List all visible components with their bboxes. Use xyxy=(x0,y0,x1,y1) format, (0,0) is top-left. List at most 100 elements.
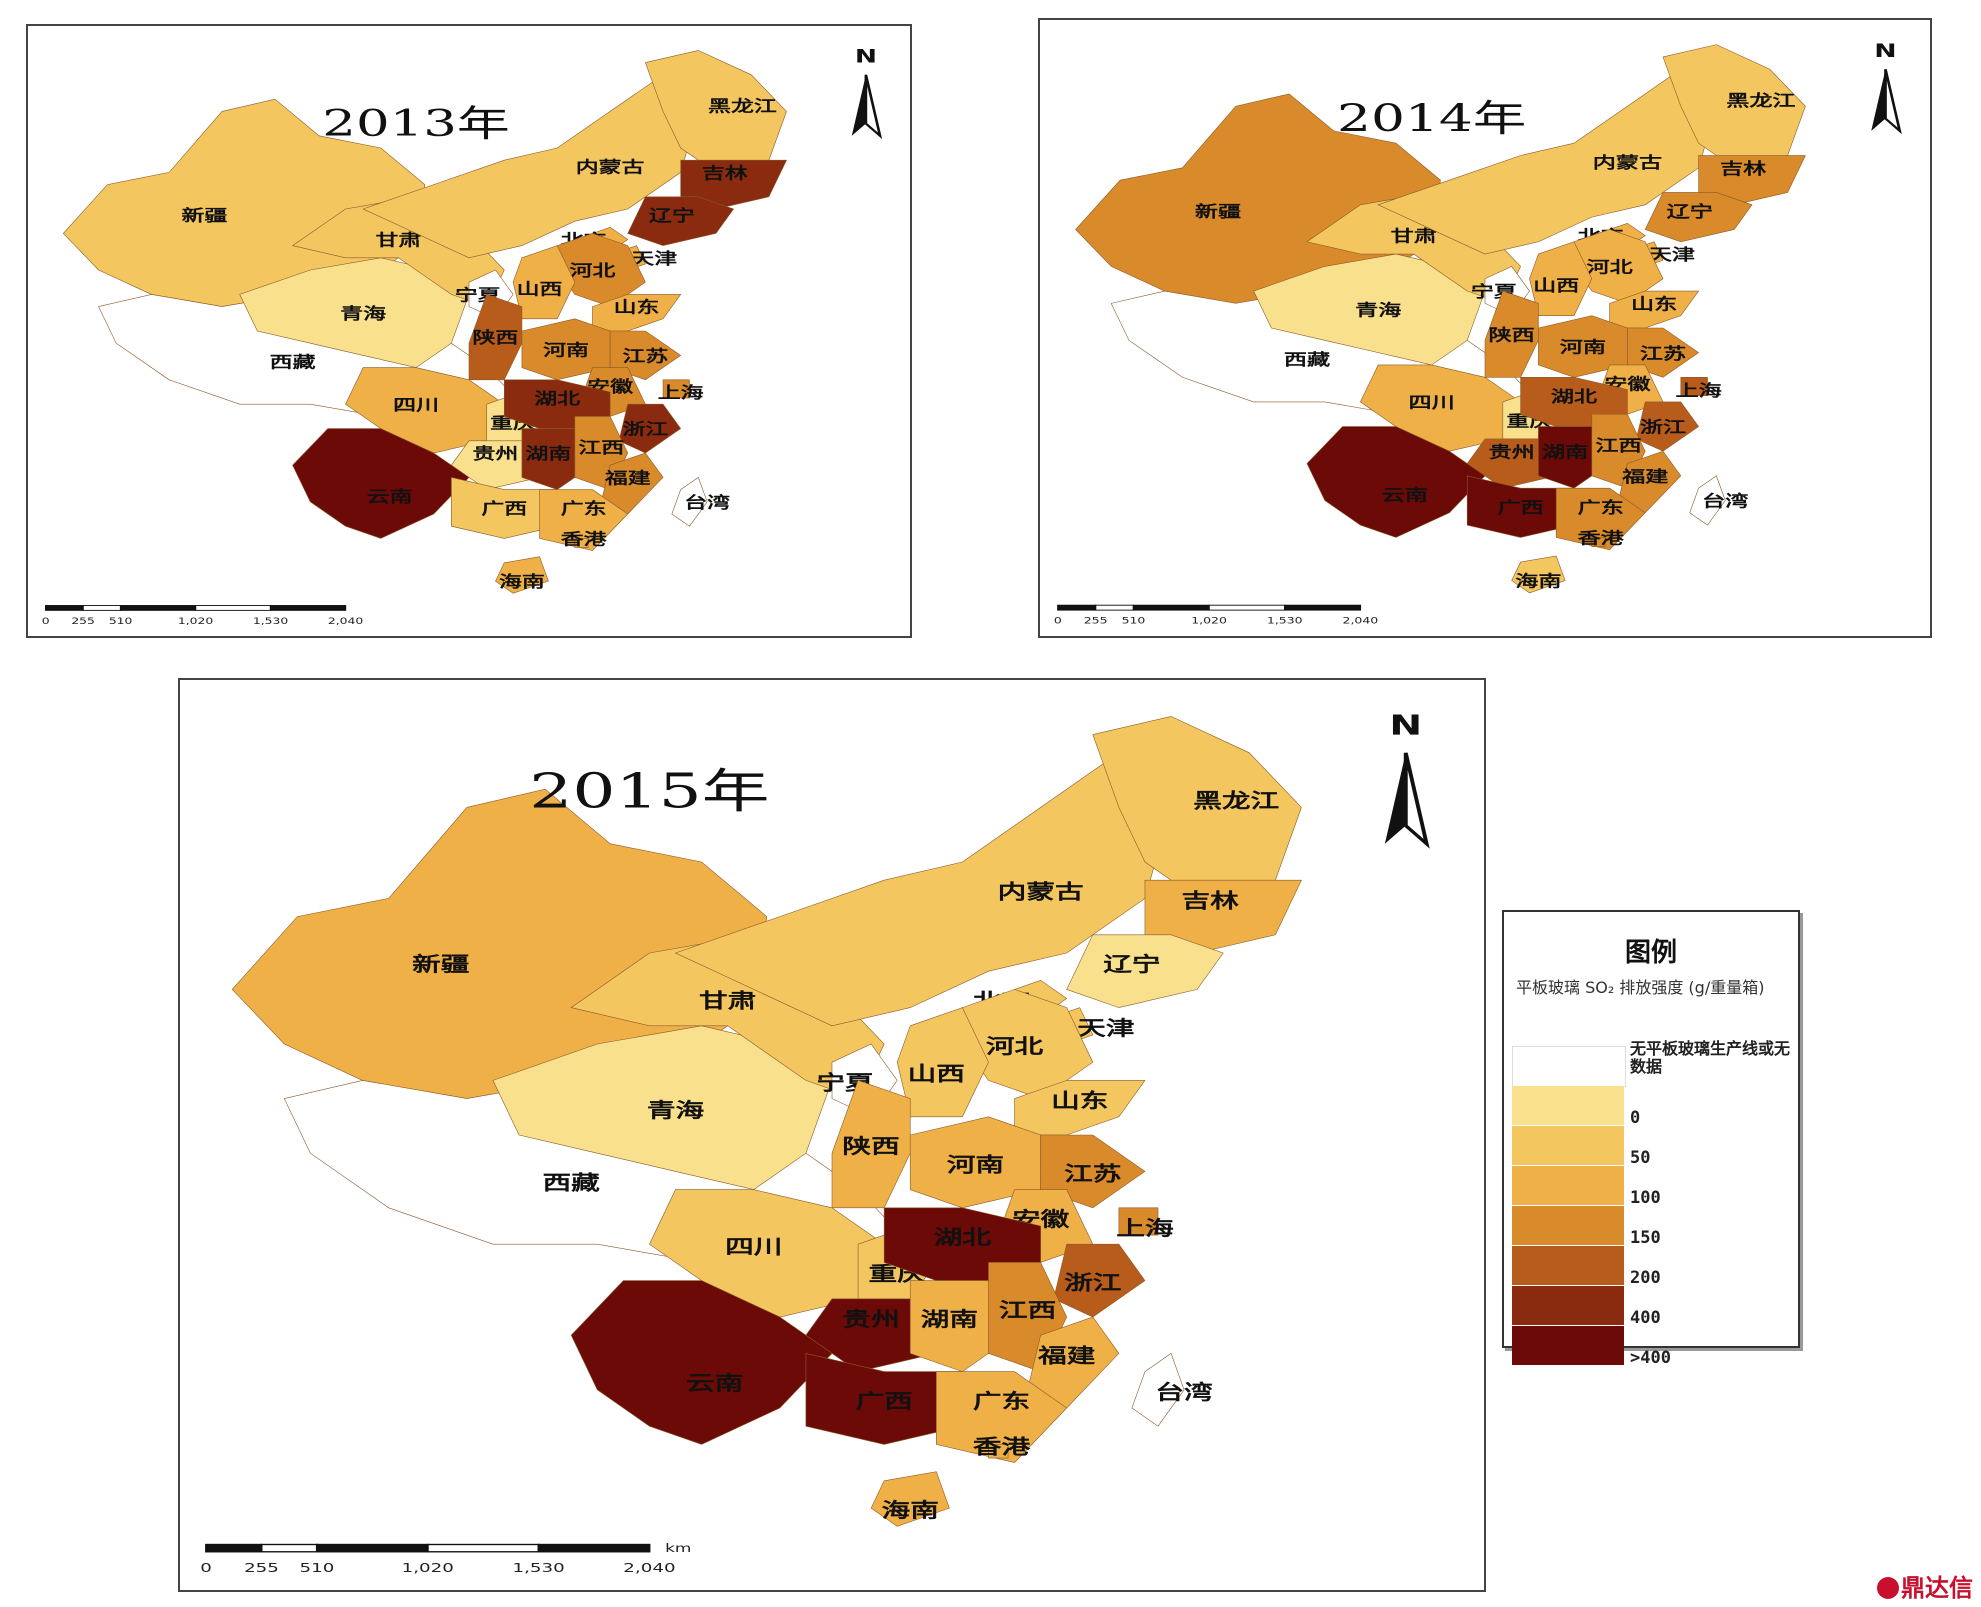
north-arrow-left xyxy=(851,74,866,136)
scale-tick-label: 2,040 xyxy=(623,1560,675,1575)
north-arrow-left xyxy=(1384,752,1406,844)
label-hubei-2013: 湖北 xyxy=(534,390,580,409)
watermark-logo-icon xyxy=(1877,1577,1899,1599)
label-shandong-2015: 山东 xyxy=(1051,1089,1108,1112)
legend-title: 图例 xyxy=(1624,938,1677,968)
label-heilongjiang-2014: 黑龙江 xyxy=(1726,92,1795,111)
legend-swatch xyxy=(1512,1126,1624,1165)
label-liaoning-2014: 辽宁 xyxy=(1667,203,1713,222)
map-title-2014: 2014年 xyxy=(1337,96,1526,139)
scale-tick-label: 0 xyxy=(1054,616,1062,626)
scale-tick-label: 1,530 xyxy=(253,616,289,626)
label-shanxi-2014: 山西 xyxy=(1533,277,1579,296)
map-2014-svg: 新疆西藏青海甘肃内蒙古黑龙江吉林辽宁北京天津河北山西山东宁夏陕西河南江苏安徽上海… xyxy=(1054,41,1902,626)
legend-swatch xyxy=(1512,1046,1626,1087)
label-gansu-2014: 甘肃 xyxy=(1391,227,1437,246)
scale-segment xyxy=(426,1543,540,1553)
region-shanghai-2014 xyxy=(1681,377,1708,395)
scale-bar-2014: 0 255 510 1,020 1,530 2,040 xyxy=(1054,604,1378,626)
label-gansu-2013: 甘肃 xyxy=(376,231,422,250)
region-yunnan-2013 xyxy=(293,429,469,539)
map-2015-panel: 新疆西藏青海甘肃内蒙古黑龙江吉林辽宁北京天津河北山西山东宁夏陕西河南江苏安徽上海… xyxy=(178,678,1486,1592)
label-henan-2015: 河南 xyxy=(947,1153,1004,1176)
map-2015-svg: 新疆西藏青海甘肃内蒙古黑龙江吉林辽宁北京天津河北山西山东宁夏陕西河南江苏安徽上海… xyxy=(200,710,1430,1575)
label-hunan-2015: 湖南 xyxy=(921,1307,978,1330)
legend-label: 无平板玻璃生产线或无数据 xyxy=(1630,1039,1791,1076)
scale-tick-label: 255 xyxy=(244,1560,279,1575)
label-sichuan-2015: 四川 xyxy=(725,1235,782,1258)
label-xizang-2013: 西藏 xyxy=(270,353,316,372)
label-taiwan-2013: 台湾 xyxy=(684,493,730,512)
label-hubei-2014: 湖北 xyxy=(1551,387,1597,406)
scale-segment xyxy=(1132,604,1210,611)
label-neimenggu-2015: 内蒙古 xyxy=(998,880,1084,903)
scale-segment xyxy=(269,605,347,611)
region-taiwan-2015 xyxy=(1132,1353,1184,1426)
label-zhejiang-2014: 浙江 xyxy=(1640,418,1686,437)
region-fujian-2014 xyxy=(1619,451,1681,513)
label-xinjiang-2014: 新疆 xyxy=(1195,203,1241,222)
label-sichuan-2013: 四川 xyxy=(393,396,439,415)
region-liaoning-2013 xyxy=(628,197,734,246)
label-qinghai-2014: 青海 xyxy=(1355,301,1401,320)
label-hubei-2015: 湖北 xyxy=(934,1226,992,1249)
label-liaoning-2015: 辽宁 xyxy=(1103,953,1160,976)
label-yunnan-2013: 云南 xyxy=(367,487,413,506)
label-shanghai-2013: 上海 xyxy=(658,384,704,403)
label-xinjiang-2013: 新疆 xyxy=(181,207,227,226)
label-shaanxi-2015: 陕西 xyxy=(842,1135,899,1158)
label-tianjin-2013: 天津 xyxy=(631,249,677,268)
legend-label: 400 xyxy=(1630,1308,1661,1328)
legend-label: 100 xyxy=(1630,1188,1661,1208)
label-xianggang-2015: 香港 xyxy=(973,1435,1032,1458)
label-hunan-2014: 湖南 xyxy=(1542,443,1588,462)
scale-tick-label: 1,020 xyxy=(402,1560,454,1575)
label-yunnan-2014: 云南 xyxy=(1382,486,1428,505)
scale-segment xyxy=(205,1543,263,1553)
region-zhejiang-2013 xyxy=(619,404,681,453)
scale-tick-label: 510 xyxy=(299,1560,334,1575)
scale-tick-label: 0 xyxy=(200,1560,212,1575)
label-guizhou-2013: 贵州 xyxy=(473,445,519,464)
label-zhejiang-2015: 浙江 xyxy=(1064,1271,1122,1294)
label-zhejiang-2013: 浙江 xyxy=(622,420,668,439)
region-hainan-2014 xyxy=(1512,556,1565,593)
label-guizhou-2014: 贵州 xyxy=(1489,443,1535,462)
label-jiangxi-2014: 江西 xyxy=(1595,437,1641,456)
label-xianggang-2014: 香港 xyxy=(1578,529,1626,548)
region-zhejiang-2015 xyxy=(1054,1244,1145,1317)
scale-segment xyxy=(1057,604,1097,611)
label-yunnan-2015: 云南 xyxy=(686,1371,743,1394)
region-taiwan-2013 xyxy=(672,477,707,526)
scale-segment xyxy=(1284,604,1362,611)
label-henan-2014: 河南 xyxy=(1560,338,1606,357)
label-jilin-2013: 吉林 xyxy=(702,164,748,183)
region-zhejiang-2014 xyxy=(1636,402,1698,451)
label-guangxi-2015: 广西 xyxy=(855,1389,912,1412)
map-2015-regions: 新疆西藏青海甘肃内蒙古黑龙江吉林辽宁北京天津河北山西山东宁夏陕西河南江苏安徽上海… xyxy=(232,716,1301,1526)
label-neimenggu-2013: 内蒙古 xyxy=(576,158,645,177)
label-hainan-2015: 海南 xyxy=(882,1499,939,1522)
label-guangdong-2013: 广东 xyxy=(561,500,607,519)
scale-tick-label: 510 xyxy=(109,616,133,626)
label-shanghai-2015: 上海 xyxy=(1116,1216,1174,1239)
label-henan-2013: 河南 xyxy=(543,341,589,360)
label-fujian-2015: 福建 xyxy=(1037,1344,1096,1367)
scale-tick-label: 2,040 xyxy=(328,616,364,626)
label-fujian-2013: 福建 xyxy=(604,469,651,488)
label-shanxi-2015: 山西 xyxy=(908,1062,965,1085)
scale-segment xyxy=(1208,604,1286,611)
label-shaanxi-2014: 陕西 xyxy=(1489,326,1535,345)
region-liaoning-2014 xyxy=(1645,192,1752,241)
region-guizhou-2014 xyxy=(1467,439,1556,488)
label-jiangsu-2015: 江苏 xyxy=(1064,1162,1122,1185)
scale-segment xyxy=(1094,604,1135,611)
region-xianggang-2013 xyxy=(575,538,588,547)
region-guizhou-2013 xyxy=(451,441,539,490)
scale-tick-label: 255 xyxy=(71,616,95,626)
label-xizang-2014: 西藏 xyxy=(1284,350,1330,369)
legend-label: 50 xyxy=(1630,1148,1651,1168)
region-qinghai-2015 xyxy=(493,1026,832,1190)
region-xianggang-2014 xyxy=(1592,537,1605,546)
label-shandong-2013: 山东 xyxy=(614,298,660,317)
